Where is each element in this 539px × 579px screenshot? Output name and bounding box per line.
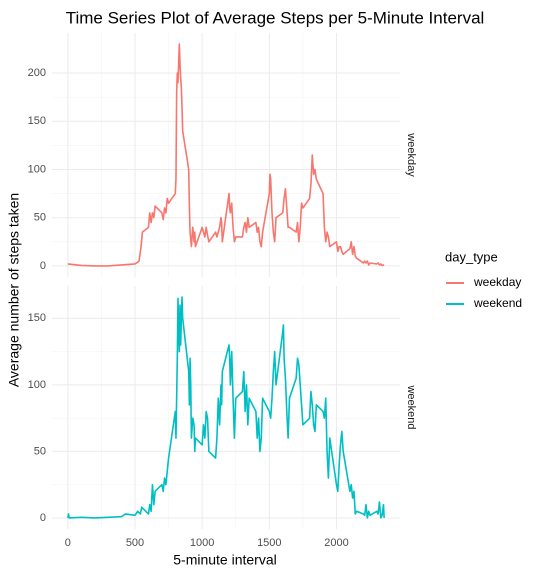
y-tick-label: 0	[40, 512, 46, 524]
x-tick-label: 0	[65, 537, 71, 549]
y-tick-label: 100	[28, 163, 46, 175]
x-tick-label: 1000	[190, 537, 214, 549]
y-tick-label: 50	[34, 445, 46, 457]
facet-strip-label: weekday	[405, 132, 417, 177]
facet-strip-label: weekend	[405, 384, 417, 429]
y-axis-title: Average number of steps taken	[6, 193, 22, 387]
x-tick-label: 1500	[257, 537, 281, 549]
y-tick-label: 150	[28, 312, 46, 324]
legend-label: weekday	[473, 275, 521, 289]
y-tick-label: 0	[40, 260, 46, 272]
x-axis-title: 5-minute interval	[173, 552, 277, 568]
y-tick-label: 50	[34, 212, 46, 224]
legend-label: weekend	[473, 296, 522, 310]
chart-title: Time Series Plot of Average Steps per 5-…	[66, 8, 485, 27]
x-tick-label: 500	[126, 537, 144, 549]
series-line	[67, 43, 385, 267]
y-tick-label: 100	[28, 379, 46, 391]
series-line	[67, 296, 385, 519]
y-tick-label: 200	[28, 67, 46, 79]
legend-title: day_type	[445, 249, 498, 264]
x-tick-label: 2000	[324, 537, 348, 549]
y-tick-label: 150	[28, 115, 46, 127]
